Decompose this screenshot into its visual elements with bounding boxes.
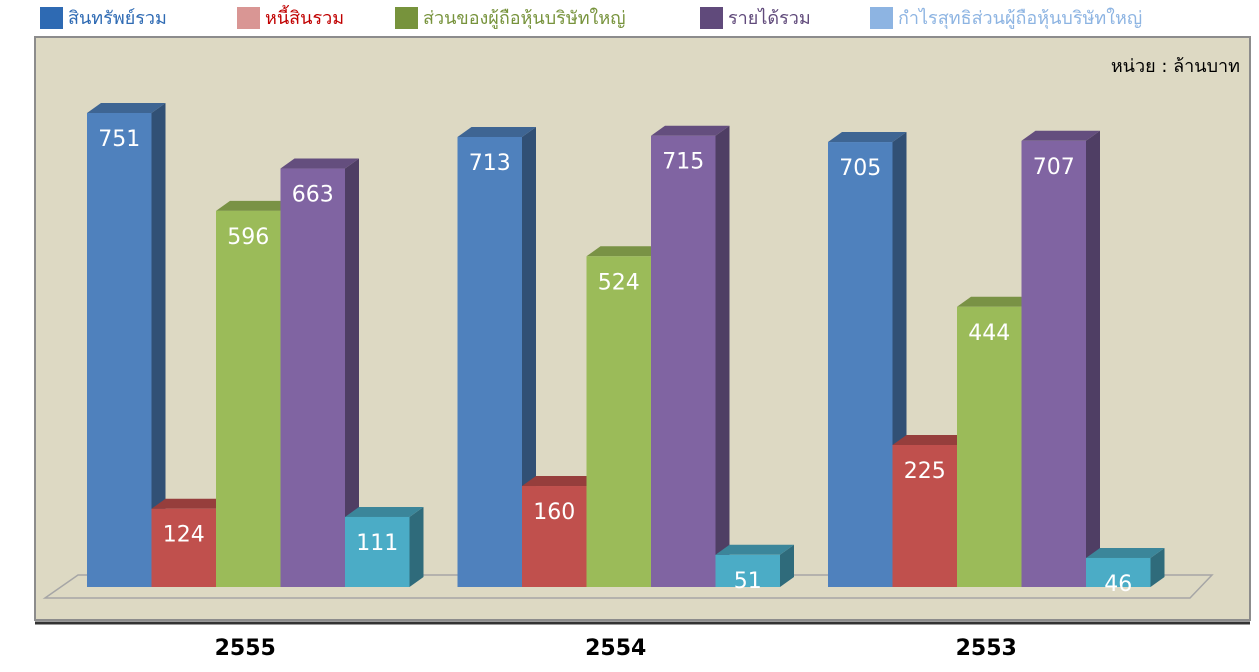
bar-top (345, 506, 424, 517)
value-label: 111 (356, 531, 398, 556)
value-label: 225 (904, 459, 946, 484)
bar (651, 135, 716, 587)
bar-side (522, 126, 536, 588)
bar-top (1021, 130, 1100, 141)
legend-swatch (700, 7, 723, 29)
bar-side (409, 506, 424, 587)
bar-top (87, 103, 166, 113)
legend-swatch (870, 7, 893, 29)
bar (957, 306, 1022, 587)
unit-label: หน่วย : ล้านบาท (1111, 56, 1240, 77)
floor (42, 574, 1214, 599)
legend-label: รายได้รวม (728, 7, 811, 29)
bar-top (151, 498, 230, 509)
legend-swatch (237, 7, 260, 29)
bar (522, 486, 587, 587)
value-label: 751 (98, 127, 140, 152)
bar-top (715, 544, 794, 555)
value-label: 524 (598, 270, 640, 295)
bar (151, 508, 216, 587)
value-label: 713 (469, 151, 511, 176)
bar-top (957, 296, 1036, 307)
value-label: 596 (227, 225, 269, 250)
bar (892, 444, 957, 587)
bar (586, 256, 651, 587)
legend-swatch (395, 7, 418, 29)
bar (87, 113, 152, 587)
bar-top (1086, 547, 1165, 558)
x-tick-label: 2554 (585, 636, 646, 661)
legend-label: สินทรัพย์รวม (68, 8, 167, 29)
legend-label: กำไรสุทธิส่วนผู้ถือหุ้นบริษัทใหญ่ (898, 7, 1142, 29)
bar (828, 142, 893, 587)
bar-side (1150, 547, 1165, 587)
bar-top (651, 125, 730, 136)
bar (345, 516, 410, 587)
x-tick-label: 2553 (956, 636, 1017, 661)
value-label: 46 (1104, 572, 1132, 597)
value-label: 124 (163, 523, 205, 548)
bar (715, 554, 780, 587)
bar-top (216, 200, 295, 211)
value-label: 51 (734, 569, 762, 594)
value-label: 444 (968, 321, 1010, 346)
bar-side (715, 125, 730, 587)
value-label: 663 (292, 183, 334, 208)
bar (1021, 140, 1086, 587)
bar-top (457, 126, 536, 137)
bar-top (280, 158, 359, 169)
bar-top (522, 476, 601, 487)
bar-top (828, 132, 907, 143)
bar (280, 168, 345, 588)
legend-swatch (40, 7, 63, 29)
value-label: 707 (1033, 155, 1075, 180)
value-label: 160 (533, 500, 575, 525)
bar (1086, 557, 1151, 587)
bar-side (345, 158, 359, 588)
value-label: 715 (662, 150, 704, 175)
bar (216, 210, 281, 587)
bar-side (780, 544, 794, 587)
bar (457, 136, 522, 588)
bar-top (892, 434, 971, 445)
bar-side (1086, 130, 1100, 587)
value-label: 705 (839, 156, 881, 181)
bar-top (586, 246, 665, 257)
bar-side (151, 103, 166, 587)
x-tick-label: 2555 (215, 636, 276, 661)
legend-label: ส่วนของผู้ถือหุ้นบริษัทใหญ่ (423, 7, 626, 29)
legend-label: หนี้สินรวม (265, 5, 344, 29)
